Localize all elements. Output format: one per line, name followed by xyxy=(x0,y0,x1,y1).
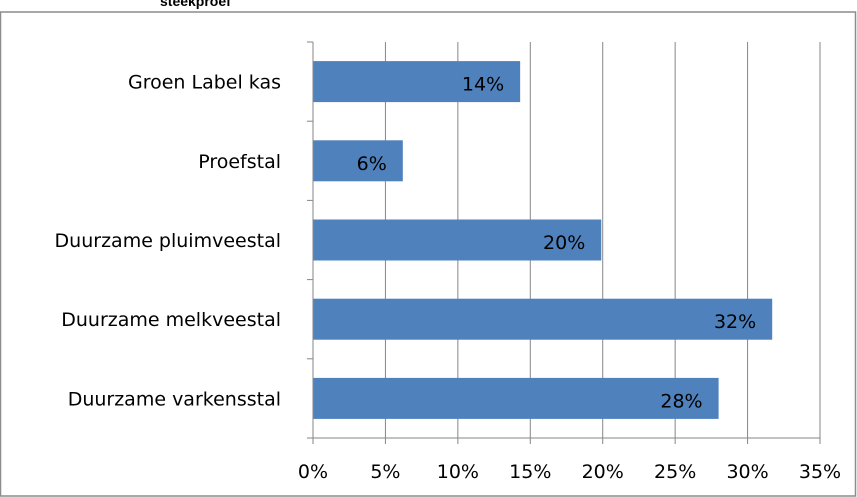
x-tick-label: 35% xyxy=(799,461,841,483)
x-tick-label: 0% xyxy=(298,461,328,483)
category-label: Duurzame melkveestal xyxy=(61,309,281,331)
data-label: 32% xyxy=(714,311,756,333)
data-label: 14% xyxy=(462,74,504,96)
data-label: 28% xyxy=(660,390,702,412)
bar xyxy=(313,61,521,103)
x-tick-label: 25% xyxy=(654,461,696,483)
x-tick-label: 20% xyxy=(582,461,624,483)
chart-title: steekproef xyxy=(160,0,231,9)
data-label: 20% xyxy=(543,232,585,254)
category-label: Proefstal xyxy=(198,151,281,173)
bar xyxy=(313,298,773,340)
bar xyxy=(313,219,602,261)
x-tick-label: 5% xyxy=(370,461,400,483)
category-label: Groen Label kas xyxy=(128,72,281,94)
bar xyxy=(313,140,403,182)
category-label: Duurzame varkensstal xyxy=(68,388,281,410)
x-tick-label: 30% xyxy=(726,461,768,483)
x-tick-label: 10% xyxy=(437,461,479,483)
bar xyxy=(313,377,719,419)
data-label: 6% xyxy=(357,153,387,175)
category-label: Duurzame pluimveestal xyxy=(55,230,281,252)
x-tick-label: 15% xyxy=(509,461,551,483)
